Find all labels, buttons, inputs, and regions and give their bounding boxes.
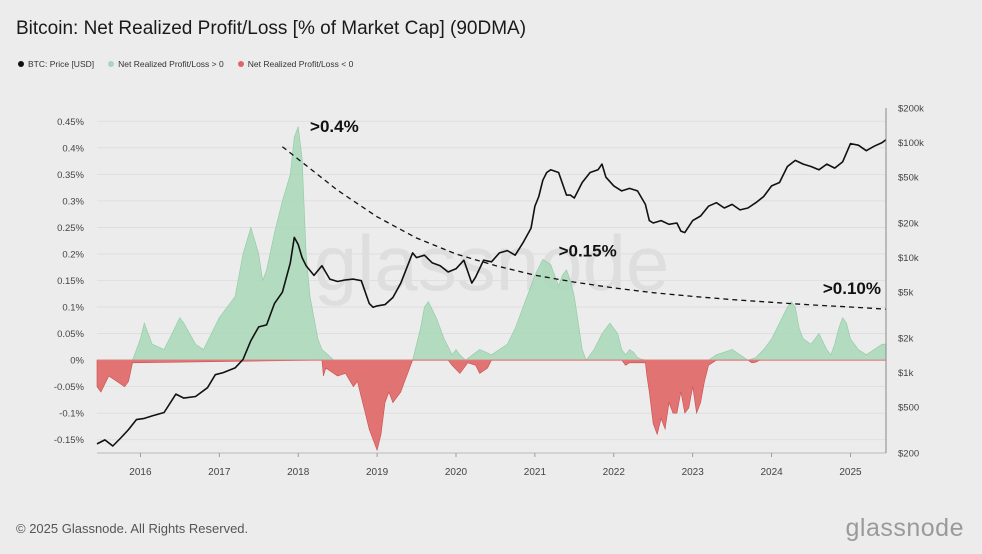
series-area-loss: [96, 359, 760, 452]
annotation-label: >0.15%: [559, 242, 617, 261]
y-right-tick-label: $20k: [898, 219, 919, 230]
x-tick-label: 2021: [524, 467, 547, 478]
x-tick-label: 2018: [287, 467, 310, 478]
y-left-tick-label: 0.05%: [57, 329, 84, 340]
y-left-tick-label: 0.35%: [57, 170, 84, 181]
x-tick-label: 2024: [760, 467, 783, 478]
y-left-tick-label: 0.2%: [62, 249, 84, 260]
y-right-tick-label: $200: [898, 449, 919, 460]
x-tick-label: 2023: [682, 467, 705, 478]
annotation-label: >0.10%: [823, 279, 881, 298]
x-tick-label: 2017: [208, 467, 231, 478]
y-left-tick-label: 0.15%: [57, 276, 84, 287]
y-right-tick-label: $200k: [898, 104, 924, 115]
y-right-tick-label: $50k: [898, 173, 919, 184]
y-left-tick-label: 0.3%: [62, 196, 84, 207]
y-left-tick-label: 0%: [70, 356, 84, 367]
legend-swatch-profit: [108, 61, 115, 67]
annotation-label: >0.4%: [310, 117, 359, 136]
y-left-tick-label: 0.25%: [57, 223, 84, 234]
y-left-tick-label: 0.4%: [62, 143, 84, 154]
y-right-tick-label: $5k: [898, 288, 914, 299]
legend-item-profit[interactable]: Net Realized Profit/Loss > 0: [108, 59, 224, 69]
legend-swatch-loss: [237, 61, 244, 67]
x-tick-label: 2020: [445, 467, 468, 478]
legend-item-loss[interactable]: Net Realized Profit/Loss < 0: [237, 59, 354, 69]
legend-item-btc-price[interactable]: BTC: Price [USD]: [18, 59, 94, 69]
y-right-tick-label: $2k: [898, 334, 914, 345]
legend-label-loss: Net Realized Profit/Loss < 0: [247, 59, 354, 69]
chart-title: Bitcoin: Net Realized Profit/Loss [% of …: [16, 18, 527, 39]
y-left-tick-label: -0.05%: [54, 382, 85, 393]
legend-label-profit: Net Realized Profit/Loss > 0: [118, 59, 224, 69]
x-tick-label: 2019: [366, 467, 389, 478]
series-line-btc-price: [96, 139, 887, 447]
y-left-tick-label: -0.1%: [59, 409, 84, 420]
y-right-tick-label: $100k: [898, 138, 924, 149]
x-tick-label: 2016: [129, 467, 152, 478]
y-right-tick-label: $10k: [898, 253, 919, 264]
y-left-tick-label: 0.45%: [57, 117, 84, 128]
trendline-dashed: [281, 146, 887, 310]
x-tick-label: 2025: [839, 467, 862, 478]
watermark-text: glassnode: [314, 219, 670, 307]
y-right-tick-label: $500: [898, 403, 919, 414]
brand-logo-text: glassnode: [845, 514, 964, 542]
legend: BTC: Price [USD] Net Realized Profit/Los…: [18, 59, 353, 69]
series-area-profit: [96, 126, 887, 361]
y-right-tick-label: $1k: [898, 368, 914, 379]
legend-swatch-btc-price: [18, 61, 24, 67]
copyright-text: © 2025 Glassnode. All Rights Reserved.: [16, 521, 249, 536]
x-tick-label: 2022: [603, 467, 626, 478]
y-left-tick-label: -0.15%: [54, 435, 85, 446]
y-left-tick-label: 0.1%: [62, 303, 84, 314]
legend-label-btc-price: BTC: Price [USD]: [28, 59, 95, 69]
